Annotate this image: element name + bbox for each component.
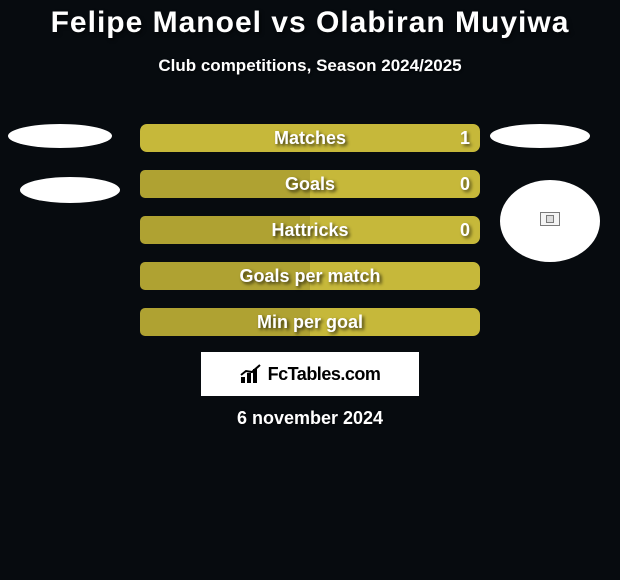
player-photo-placeholder [20, 177, 120, 203]
source-badge[interactable]: FcTables.com [201, 352, 419, 396]
stat-row: Matches1 [140, 124, 480, 152]
stat-label: Hattricks [140, 220, 480, 241]
stat-row: Min per goal [140, 308, 480, 336]
stat-value-right: 0 [460, 220, 470, 241]
stat-row: Goals0 [140, 170, 480, 198]
stat-value-right: 1 [460, 128, 470, 149]
player-photo-placeholder [8, 124, 112, 148]
chart-icon [240, 363, 264, 385]
stat-label: Min per goal [140, 312, 480, 333]
flag-icon [540, 212, 560, 226]
stat-row: Hattricks0 [140, 216, 480, 244]
generated-date: 6 november 2024 [0, 408, 620, 429]
stat-label: Goals per match [140, 266, 480, 287]
stat-row: Goals per match [140, 262, 480, 290]
badge-inner: FcTables.com [240, 363, 381, 385]
player-photo-placeholder [490, 124, 590, 148]
badge-text: FcTables.com [268, 364, 381, 385]
stat-label: Matches [140, 128, 480, 149]
flag-inner [546, 215, 554, 223]
stat-value-right: 0 [460, 174, 470, 195]
page-subtitle: Club competitions, Season 2024/2025 [0, 56, 620, 76]
stat-label: Goals [140, 174, 480, 195]
page-title: Felipe Manoel vs Olabiran Muyiwa [0, 0, 620, 40]
